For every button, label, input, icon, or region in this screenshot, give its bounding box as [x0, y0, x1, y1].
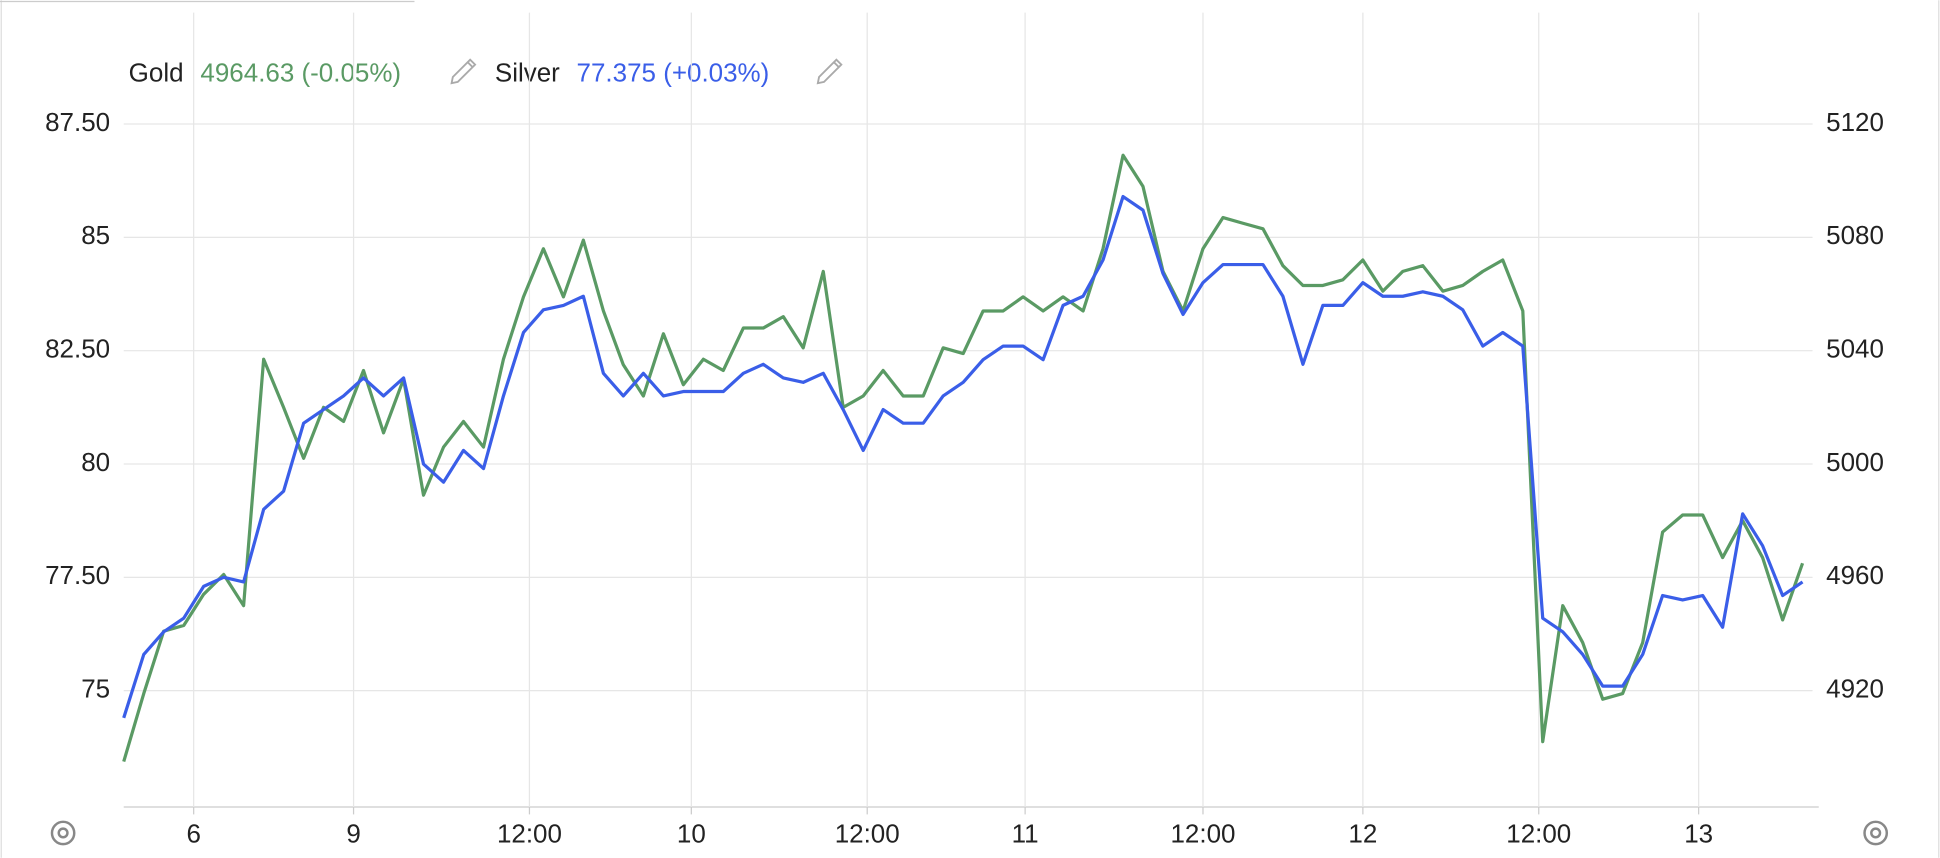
y-tick-label: 75 — [81, 674, 110, 704]
y-tick-label: 80 — [81, 447, 110, 477]
y2-tick-label: 5000 — [1826, 447, 1884, 477]
y-tick-label: 85 — [81, 220, 110, 250]
y-tick-label: 77.50 — [45, 560, 110, 590]
settings-icon[interactable] — [1863, 820, 1889, 846]
x-tick-label: 12:00 — [1170, 818, 1235, 848]
legend-name: Silver — [495, 57, 560, 87]
legend: Gold 4964.63 (-0.05%) Silver 77.375 (+0.… — [129, 57, 843, 87]
y-tick-label: 87.50 — [45, 107, 110, 137]
x-tick-label: 12 — [1348, 818, 1377, 848]
y2-tick-label: 4960 — [1826, 560, 1884, 590]
x-tick-label: 12:00 — [497, 818, 562, 848]
x-tick-label: 9 — [346, 818, 360, 848]
y2-tick-label: 5080 — [1826, 220, 1884, 250]
x-tick-label: 12:00 — [835, 818, 900, 848]
edit-icon[interactable] — [816, 58, 843, 85]
x-tick-label: 10 — [677, 818, 706, 848]
x-tick-label: 13 — [1684, 818, 1713, 848]
y2-tick-label: 4920 — [1826, 674, 1884, 704]
x-tick-label: 6 — [186, 818, 200, 848]
x-tick-label: 12:00 — [1506, 818, 1571, 848]
y2-tick-label: 5040 — [1826, 334, 1884, 364]
legend-value: 77.375 (+0.03%) — [577, 57, 770, 87]
legend-name: Gold — [129, 57, 184, 87]
y-tick-label: 82.50 — [45, 334, 110, 364]
x-tick-label: 11 — [1012, 818, 1039, 848]
legend-value: 4964.63 (-0.05%) — [200, 57, 401, 87]
series-line — [122, 194, 1804, 719]
settings-icon[interactable] — [50, 820, 76, 846]
edit-icon[interactable] — [450, 58, 477, 85]
y2-tick-label: 5120 — [1826, 107, 1884, 137]
series-line — [122, 153, 1805, 763]
